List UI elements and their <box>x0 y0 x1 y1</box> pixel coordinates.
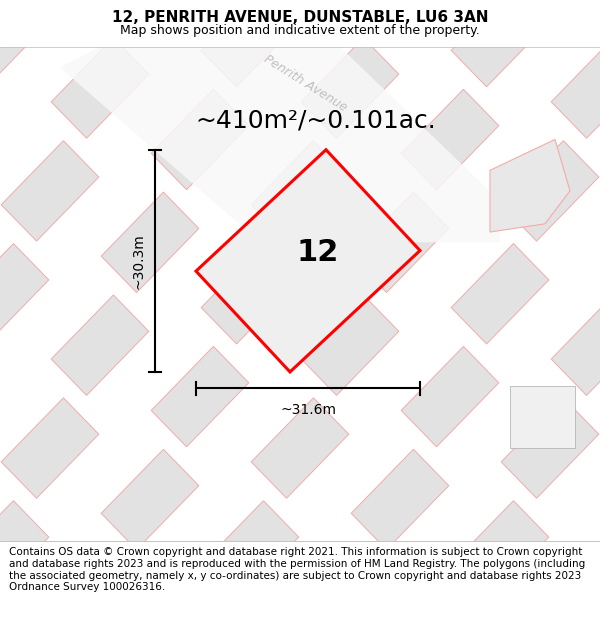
Polygon shape <box>0 0 49 87</box>
Polygon shape <box>151 346 249 447</box>
Polygon shape <box>451 501 549 601</box>
Polygon shape <box>401 604 499 625</box>
Text: Penrith Avenue: Penrith Avenue <box>261 52 349 114</box>
Polygon shape <box>251 398 349 498</box>
Polygon shape <box>101 0 199 36</box>
Polygon shape <box>451 244 549 344</box>
Polygon shape <box>501 398 599 498</box>
Polygon shape <box>551 38 600 138</box>
Polygon shape <box>51 552 149 625</box>
Text: ~410m²/~0.101ac.: ~410m²/~0.101ac. <box>195 109 436 133</box>
Polygon shape <box>251 141 349 241</box>
Polygon shape <box>490 139 570 232</box>
Polygon shape <box>101 449 199 549</box>
Text: 12, PENRITH AVENUE, DUNSTABLE, LU6 3AN: 12, PENRITH AVENUE, DUNSTABLE, LU6 3AN <box>112 10 488 25</box>
Polygon shape <box>51 295 149 396</box>
Text: Contains OS data © Crown copyright and database right 2021. This information is : Contains OS data © Crown copyright and d… <box>9 548 585 592</box>
Polygon shape <box>551 295 600 396</box>
Text: ~30.3m: ~30.3m <box>131 233 145 289</box>
Polygon shape <box>201 0 299 87</box>
Polygon shape <box>0 244 49 344</box>
Polygon shape <box>101 192 199 292</box>
Polygon shape <box>301 552 399 625</box>
Polygon shape <box>401 346 499 447</box>
Polygon shape <box>196 150 420 372</box>
Polygon shape <box>151 604 249 625</box>
Text: 12: 12 <box>297 238 339 267</box>
Polygon shape <box>351 449 449 549</box>
Text: ~31.6m: ~31.6m <box>280 402 336 417</box>
Polygon shape <box>201 244 299 344</box>
Polygon shape <box>351 0 449 36</box>
Text: Map shows position and indicative extent of the property.: Map shows position and indicative extent… <box>120 24 480 36</box>
Polygon shape <box>1 141 99 241</box>
Polygon shape <box>351 192 449 292</box>
Polygon shape <box>551 552 600 625</box>
Polygon shape <box>1 398 99 498</box>
Polygon shape <box>501 141 599 241</box>
Polygon shape <box>401 89 499 189</box>
Polygon shape <box>60 47 500 242</box>
Polygon shape <box>301 295 399 396</box>
Polygon shape <box>510 386 575 448</box>
Polygon shape <box>451 0 549 87</box>
Polygon shape <box>151 89 249 189</box>
Polygon shape <box>0 501 49 601</box>
Polygon shape <box>51 38 149 138</box>
Polygon shape <box>201 501 299 601</box>
Polygon shape <box>301 38 399 138</box>
